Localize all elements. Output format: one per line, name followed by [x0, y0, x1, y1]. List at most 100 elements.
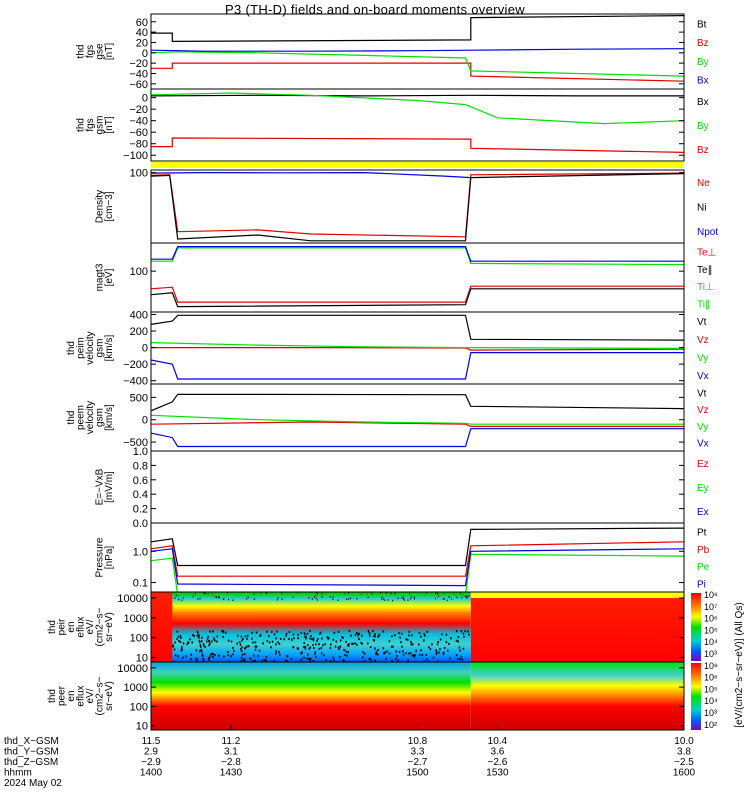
series-density-Ni	[150, 173, 685, 242]
series-peem-Vt	[150, 393, 685, 412]
ylabel-fgs-gsm-0: thd	[76, 118, 87, 132]
xaxis-row-0-value-0: 11.5	[142, 736, 161, 747]
xaxis-row-2-value-4: −2.5	[674, 757, 694, 768]
ylabel-fgs-gse-3: [nT]	[104, 43, 115, 60]
xaxis-row-3-value-3: 1530	[486, 768, 509, 779]
ytick-label-pressure-0: 1.0	[133, 546, 148, 558]
ylabel-peir-5: (cm2−s−	[95, 607, 106, 646]
ytick-label-peir-2: 100	[130, 633, 148, 645]
xaxis-row-1-value-1: 3.1	[224, 747, 238, 758]
xaxis-row-3-value-1: 1430	[220, 768, 243, 779]
ylabel-peer-0: thd	[47, 689, 58, 703]
ylabel-peem-0: thd	[66, 411, 77, 425]
xaxis-row-2-value-0: −2.9	[141, 757, 161, 768]
ylabel-peer-5: (cm2−s−	[95, 676, 106, 715]
xaxis-row-0-value-1: 11.2	[222, 736, 241, 747]
ylabel-pressure-1: [nPa]	[104, 546, 115, 570]
ytick-label-peir-1: 1000	[124, 613, 148, 625]
ylabel-temp-0: magt3	[95, 263, 106, 291]
series-pressure-Pt	[150, 527, 685, 567]
ytick-label-fgs-gsm-5: −100	[123, 150, 148, 162]
ytick-label-peer-0: 10000	[117, 663, 148, 675]
xaxis-row-label-1: thd_Y−GSM	[4, 747, 59, 758]
colorbar-tick-6: 10⁸	[704, 661, 718, 671]
series-pressure-Pe	[150, 553, 685, 596]
ylabel-peir-2: en	[66, 621, 77, 632]
ylabel-peer-4: eV/	[85, 688, 96, 703]
ylabel-fgs-gsm-1: fgs	[85, 118, 96, 131]
colorbar-tick-11: 10²	[704, 720, 717, 730]
ytick-label-fgs-gsm-3: −60	[129, 127, 148, 139]
legend-fgs-gsm-Bz: Bz	[697, 145, 709, 156]
colorbar-tick-4: 10⁴	[704, 637, 718, 647]
status-bar	[151, 162, 684, 168]
ytick-label-peem-0: 500	[130, 392, 148, 404]
series-fgs-gsm-Bx	[150, 94, 684, 97]
ytick-label-efield-2: 0.6	[133, 475, 148, 487]
series-peim-Vt	[150, 314, 685, 341]
ylabel-peer-3: eflux	[76, 685, 87, 706]
xaxis-row-3-value-0: 1400	[140, 768, 163, 779]
colorbar-label: [eV/(cm2−s−sr−eV)] (All Qs)	[734, 602, 745, 727]
series-temp-Te⊥	[150, 285, 684, 303]
ytick-label-fgs-gsm-2: −40	[129, 116, 148, 128]
ytick-label-temp-0: 100	[130, 266, 148, 278]
ylabel-fgs-gse-1: fgs	[85, 45, 96, 58]
ylabel-peim-2: velocity	[85, 331, 96, 364]
ion-spectrogram-left	[151, 592, 471, 662]
ylabel-peim-1: peim	[76, 337, 87, 359]
ylabel-fgs-gsm-3: [nT]	[104, 116, 115, 133]
series-fgs-gsm-By	[150, 92, 685, 125]
series-fgs-gse-By	[150, 51, 685, 77]
colorbar-electron	[691, 663, 701, 730]
series-pressure-Pb	[150, 541, 685, 577]
colorbar-tick-9: 10⁴	[704, 696, 718, 706]
ylabel-peir-6: sr−eV)	[104, 612, 115, 642]
legend-pressure-Pt: Pt	[697, 528, 707, 539]
xaxis-row-1-value-0: 2.9	[144, 747, 158, 758]
legend-fgs-gse-By: By	[697, 57, 709, 68]
series-pressure-Pi	[150, 548, 685, 587]
ylabel-peir-3: eflux	[76, 616, 87, 637]
electron-spectrogram-left	[151, 662, 471, 730]
series-temp-Ti∥	[151, 246, 684, 262]
legend-temp-Te⊥: Te⊥	[697, 248, 716, 259]
ytick-label-peim-3: −200	[123, 359, 148, 371]
ytick-label-peir-0: 10000	[117, 593, 148, 605]
series-peem-Vy	[150, 414, 684, 425]
series-peim-Vy	[150, 342, 685, 349]
ylabel-peer-2: en	[66, 690, 77, 701]
ytick-label-peir-3: 10	[136, 653, 148, 665]
series-fgs-gse-Bx	[150, 48, 685, 52]
ylabel-fgs-gsm-2: gsm	[95, 116, 106, 135]
legend-pressure-Pe: Pe	[697, 562, 710, 573]
series-peem-Vx	[150, 428, 684, 448]
electron-spectrogram-right	[470, 662, 684, 730]
ylabel-density-0: Density	[95, 190, 106, 223]
ytick-label-peim-4: −400	[123, 376, 148, 388]
ylabel-peer-1: peer	[57, 685, 68, 706]
legend-density-Ne: Ne	[697, 178, 710, 189]
series-density-Ne	[150, 172, 685, 238]
xaxis-row-label-0: thd_X−GSM	[4, 736, 59, 747]
legend-fgs-gsm-By: By	[697, 121, 709, 132]
legend-pressure-Pb: Pb	[697, 545, 710, 556]
ytick-label-peer-2: 100	[130, 701, 148, 713]
legend-peem-Vy: Vy	[697, 422, 708, 433]
ytick-label-efield-3: 0.4	[133, 489, 148, 501]
ytick-label-efield-1: 0.8	[133, 460, 148, 472]
xaxis-row-label-2: thd_Z−GSM	[4, 757, 58, 768]
ylabel-temp-1: [eV]	[104, 268, 115, 286]
legend-density-Npot: Npot	[697, 227, 718, 238]
ylabel-peir-4: eV/	[85, 619, 96, 634]
legend-efield-Ez: Ez	[697, 459, 709, 470]
ylabel-peim-4: [km/s]	[104, 334, 115, 361]
panel-frame-pressure	[150, 522, 685, 593]
legend-temp-Ti∥: Ti∥	[697, 299, 710, 310]
ylabel-peer-6: sr−eV)	[104, 681, 115, 711]
xaxis-date: 2024 May 02	[4, 778, 62, 789]
xaxis-row-1-value-2: 3.3	[411, 747, 425, 758]
ytick-label-fgs-gsm-4: −80	[129, 139, 148, 151]
xaxis-row-2-value-2: −2.7	[408, 757, 428, 768]
colorbar-tick-0: 10⁸	[704, 590, 718, 600]
